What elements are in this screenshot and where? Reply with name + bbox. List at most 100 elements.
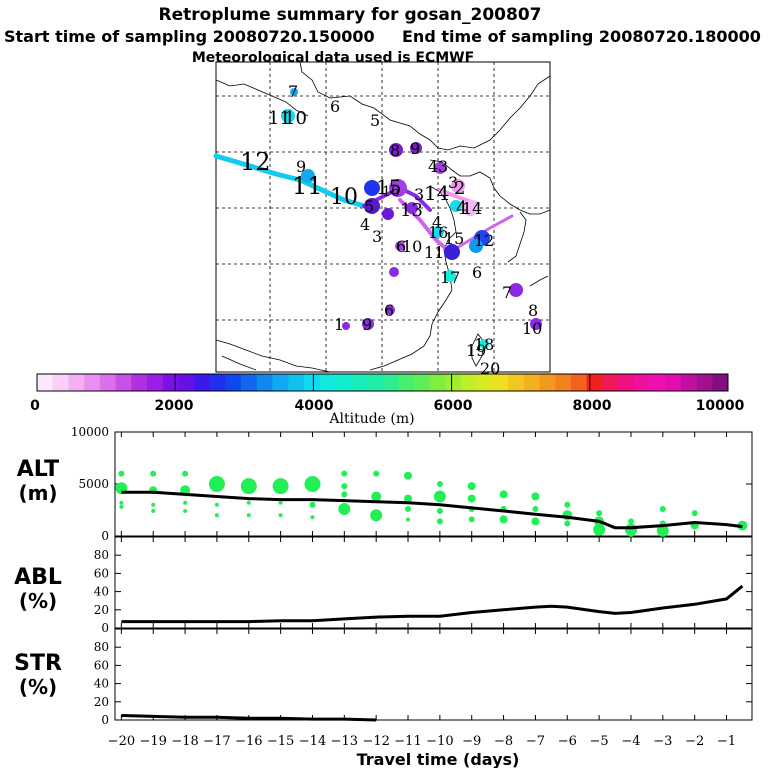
alt-cluster-point (240, 478, 257, 495)
map-label: 8 (390, 141, 400, 160)
alt-cluster-point (596, 510, 603, 517)
map-blob (450, 200, 462, 212)
alt-cluster-point (371, 491, 382, 502)
colorbar-swatch (696, 374, 713, 391)
alt-y-tick-label: 5000 (78, 477, 109, 491)
colorbar-swatch (162, 374, 179, 391)
trajectory-map: 7 11 10 6 5 12 9 11 10 8 9 4 3 15 14 13 … (213, 61, 551, 378)
map-blob (406, 202, 418, 214)
end-time-label: End time of sampling 20080720.180000 (402, 27, 761, 46)
map-label: 15 (376, 175, 401, 199)
colorbar-swatch (586, 374, 603, 391)
map-graticule (216, 62, 550, 372)
colorbar-swatch (288, 374, 305, 391)
colorbar-swatch (178, 374, 195, 391)
map-label: 14 (424, 181, 449, 205)
x-axis-label: Travel time (days) (357, 750, 520, 768)
colorbar-swatch (68, 374, 85, 391)
map-label: 8 (528, 301, 538, 320)
alt-cluster-point (564, 501, 571, 508)
map-blob (410, 142, 422, 154)
alt-cluster-point (370, 509, 383, 522)
alt-cluster-point (341, 491, 348, 498)
colorbar-swatch (351, 374, 368, 391)
colorbar-tick: 2000 (155, 398, 194, 414)
map-label: 3 (438, 157, 448, 176)
map-label: 11 (268, 108, 291, 129)
alt-cluster-point (405, 506, 411, 512)
colorbar-tick-labels: 0 2000 4000 6000 8000 10000 (30, 398, 744, 414)
colorbar-swatch (429, 374, 446, 391)
x-tick-label: −11 (394, 734, 421, 749)
map-blob (385, 305, 395, 315)
alt-cluster-point (627, 528, 635, 537)
alt-cluster-point (151, 509, 156, 513)
map-blob (389, 267, 399, 277)
colorbar-swatch (508, 374, 525, 391)
abl-panel-unit: (%) (19, 589, 57, 613)
colorbar-swatch (146, 374, 163, 391)
alt-cluster-point (659, 506, 666, 512)
alt-cluster-point (246, 500, 251, 505)
map-label: 3 (414, 185, 424, 204)
x-axis-ticks: −20 −19 −18 −17 −16 −15 −14 −13 −12 −11 −10 −9 −8 −7−… (108, 734, 736, 749)
colorbar-swatch (712, 374, 729, 391)
str-panel-unit: (%) (19, 675, 57, 699)
map-label: 15 (444, 229, 464, 248)
alt-cluster-point (593, 523, 606, 536)
map-label: 12 (474, 231, 494, 250)
x-tick-label: −2 (685, 734, 704, 749)
map-label: 6 (396, 237, 406, 256)
map-blob (509, 283, 523, 297)
alt-cluster-point (183, 509, 188, 513)
map-cluster-labels: 7 11 10 6 5 12 9 11 10 8 9 4 3 15 14 13 … (240, 82, 542, 378)
map-blob (389, 179, 407, 197)
colorbar-swatch (115, 374, 132, 391)
alt-cluster-point (468, 516, 475, 523)
colorbar-swatch (665, 374, 682, 391)
colorbar-tick: 8000 (573, 398, 612, 414)
altitude-colorbar (36, 373, 729, 392)
map-label: 14 (462, 199, 482, 218)
map-label: 6 (384, 301, 394, 320)
alt-cluster-point (499, 515, 508, 524)
map-label: 9 (296, 157, 306, 176)
abl-panel-title: ABL (14, 565, 62, 590)
colorbar-tick: 10000 (696, 398, 745, 414)
alt-cluster-point (691, 510, 698, 517)
alt-mean-line (121, 490, 743, 530)
x-tick-label: −4 (621, 734, 640, 749)
map-coastlines (215, 61, 551, 373)
alt-cluster-point (118, 470, 125, 477)
alt-cluster-point (180, 485, 191, 496)
panel-titles: ALT (m) ABL (%) STR (%) (14, 457, 62, 699)
colorbar-swatch (366, 374, 383, 391)
x-tick-label: −13 (331, 734, 358, 749)
map-label: 20 (480, 359, 500, 378)
map-blob (530, 318, 542, 330)
alt-cluster-point (208, 476, 225, 492)
alt-cluster-point (341, 483, 348, 490)
colorbar-swatch (476, 374, 493, 391)
colorbar-swatch (680, 374, 697, 391)
map-blob (462, 200, 478, 216)
map-label: 16 (382, 184, 400, 200)
map-blob (364, 198, 380, 214)
x-tick-label: −17 (203, 734, 230, 749)
map-blob (364, 180, 380, 196)
alt-cluster-point (182, 470, 189, 477)
map-label: 5 (364, 197, 374, 216)
colorbar-swatch (319, 374, 336, 391)
map-label: 16 (428, 223, 448, 242)
alt-y-tick-label: 0 (101, 529, 109, 543)
colorbar-swatch (555, 374, 572, 391)
colorbar-swatch (209, 374, 226, 391)
str-y-tick-label: 40 (94, 677, 109, 691)
main-track-cyan (213, 153, 367, 209)
colorbar-swatch (413, 374, 430, 391)
alt-cluster-point (278, 513, 283, 518)
colorbar-swatch (492, 374, 509, 391)
alt-cluster-point (531, 492, 540, 501)
x-tick-label: −16 (235, 734, 262, 749)
colorbar-swatch (194, 374, 211, 391)
